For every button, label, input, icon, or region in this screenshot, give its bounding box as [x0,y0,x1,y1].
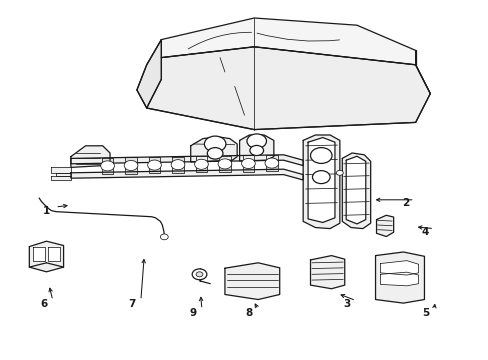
Polygon shape [71,169,303,180]
Circle shape [194,159,208,169]
Circle shape [246,134,266,148]
Circle shape [264,158,278,168]
Text: 7: 7 [128,299,136,309]
Polygon shape [125,157,137,174]
Polygon shape [376,215,393,237]
Polygon shape [190,137,237,162]
Polygon shape [56,173,71,176]
Text: 1: 1 [43,206,50,216]
Polygon shape [51,167,71,173]
Circle shape [218,159,231,169]
Circle shape [207,148,223,159]
Circle shape [160,234,168,240]
Polygon shape [148,157,160,173]
Polygon shape [195,156,207,172]
Polygon shape [137,40,161,108]
Text: 3: 3 [343,299,350,309]
Text: 6: 6 [41,299,47,309]
Polygon shape [242,156,254,172]
Polygon shape [307,138,334,222]
Circle shape [204,136,225,152]
Polygon shape [224,263,279,300]
Polygon shape [342,153,370,229]
Circle shape [101,161,114,171]
Polygon shape [71,146,110,167]
Circle shape [192,269,206,280]
Circle shape [171,159,184,170]
Text: 5: 5 [421,308,428,318]
Polygon shape [219,156,230,172]
Polygon shape [310,256,344,289]
Polygon shape [146,47,429,130]
Circle shape [312,171,329,184]
Text: 9: 9 [189,308,196,318]
Polygon shape [380,261,418,275]
Polygon shape [161,18,415,65]
Circle shape [147,160,161,170]
Circle shape [241,158,255,168]
Circle shape [196,272,203,277]
Circle shape [336,170,343,175]
Polygon shape [265,155,277,171]
Polygon shape [102,158,113,174]
Polygon shape [375,252,424,303]
Text: 4: 4 [421,227,428,237]
Polygon shape [29,241,63,272]
Circle shape [124,161,138,171]
Circle shape [310,148,331,163]
Polygon shape [380,272,418,286]
Polygon shape [33,247,45,261]
Polygon shape [303,135,339,229]
Polygon shape [346,156,365,224]
Polygon shape [71,155,303,166]
Circle shape [249,145,263,156]
Polygon shape [51,176,71,180]
Text: 8: 8 [245,308,252,318]
Polygon shape [48,247,60,261]
Text: 2: 2 [402,198,408,208]
Polygon shape [239,135,273,161]
Polygon shape [172,157,183,173]
